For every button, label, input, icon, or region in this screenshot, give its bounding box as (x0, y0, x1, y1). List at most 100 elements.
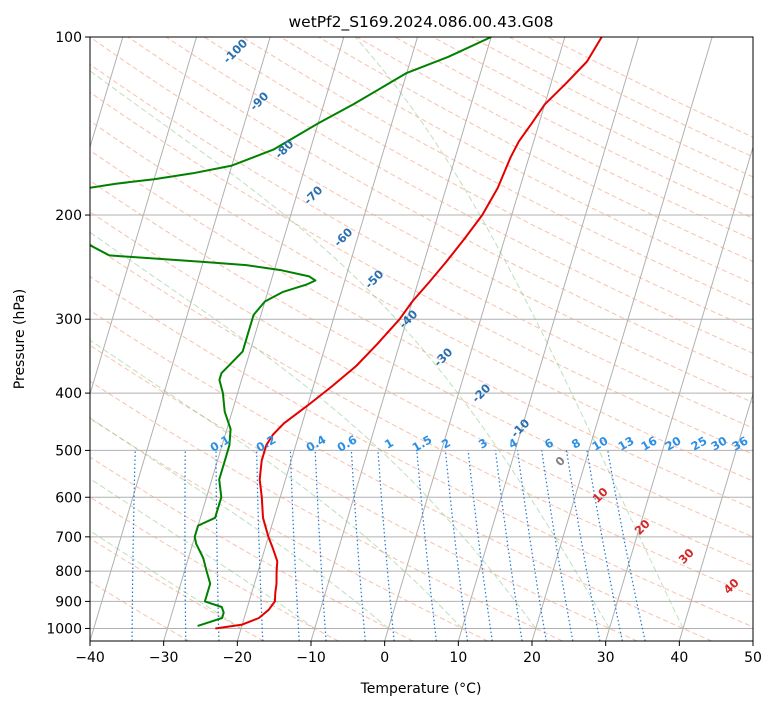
mixing-ratio-label: 25 (689, 433, 710, 453)
isotherm-line (678, 392, 753, 641)
mixing-ratio-line (607, 450, 646, 641)
mixing-ratio-label: 13 (616, 433, 637, 453)
mixing-ratio-line (416, 450, 437, 641)
mixing-ratio-label: 2 (439, 435, 453, 451)
mixing-ratio-label: 1 (382, 435, 396, 451)
mixing-ratio-line (314, 450, 327, 641)
isotherm-line (90, 37, 197, 396)
dry-adiabat-line (203, 37, 753, 331)
moist-adiabat-line (90, 417, 389, 629)
y-tick-label: 500 (55, 443, 82, 459)
dry-adiabat-line (90, 63, 753, 429)
dewpoint-profile-line (90, 37, 492, 627)
dry-adiabat-line (165, 37, 753, 354)
y-tick-label: 400 (55, 386, 82, 402)
mixing-ratio-label: 20 (663, 433, 684, 453)
mixing-ratio-label: 0.2 (254, 432, 279, 454)
dry-adiabat-line (90, 275, 753, 628)
mixing-ratio-line (541, 450, 574, 641)
isotherm-line (384, 37, 566, 641)
dry-adiabat-line (90, 91, 753, 455)
dry-adiabat-label: -50 (362, 267, 387, 292)
dry-adiabat-line (509, 37, 753, 158)
mixing-ratio-label: 8 (569, 435, 583, 451)
dry-adiabat-line (470, 37, 753, 178)
isotherm-line (605, 145, 753, 641)
x-axis-label: Temperature (°C) (360, 681, 482, 697)
x-tick-label: 10 (449, 650, 467, 666)
dry-adiabat-line (90, 120, 753, 482)
dry-adiabat-line (90, 149, 753, 510)
dry-adiabat-line (280, 37, 753, 285)
x-tick-label: −40 (75, 650, 105, 666)
y-tick-label: 800 (55, 564, 82, 580)
isotherm-line (236, 37, 418, 641)
mixing-ratio-line (517, 450, 547, 641)
y-tick-label: 300 (55, 312, 82, 328)
moist-adiabat-line (90, 70, 610, 629)
moist-adiabat-line (90, 478, 315, 629)
plot-frame (89, 36, 754, 642)
isotherm-line (752, 639, 753, 641)
y-tick-label: 900 (55, 594, 82, 610)
dry-adiabat-line (90, 243, 753, 597)
x-tick-label: −20 (223, 650, 253, 666)
mixing-ratio-label: 0.4 (304, 432, 329, 454)
mixing-ratio-line (131, 450, 136, 641)
dry-adiabat-label: -70 (301, 183, 326, 208)
y-tick-label: 1000 (46, 621, 82, 637)
chart-title: wetPf2_S169.2024.086.00.43.G08 (289, 13, 554, 32)
moist-adiabat-label: 0 (552, 453, 568, 469)
moist-adiabat-line (90, 530, 242, 629)
mixing-ratio-label: 0.6 (335, 432, 360, 454)
mixing-ratio-label: 6 (542, 435, 556, 451)
moist-adiabat-line (90, 339, 463, 629)
mixing-ratio-line (444, 450, 469, 641)
dry-adiabat-label: -40 (396, 307, 421, 332)
isotherm-line (531, 37, 713, 641)
dry-adiabat-line (90, 580, 190, 641)
moist-adiabat-label: 40 (721, 576, 742, 597)
dry-adiabat-label: -100 (220, 36, 250, 66)
dry-adiabat-line (127, 37, 753, 379)
x-tick-label: 40 (670, 650, 688, 666)
moist-adiabat-label: 30 (676, 546, 697, 567)
mixing-ratio-line (377, 450, 395, 641)
moist-adiabat-line (90, 231, 537, 629)
isotherm-line (163, 37, 345, 641)
dry-adiabat-line (90, 180, 753, 538)
dry-adiabat-line (356, 37, 753, 241)
dry-adiabat-line (90, 380, 563, 641)
mixing-ratio-label: 30 (709, 433, 730, 453)
x-tick-label: −10 (296, 650, 326, 666)
y-tick-label: 200 (55, 208, 82, 224)
dry-adiabat-line (90, 417, 488, 641)
dry-adiabat-line (90, 211, 753, 567)
mixing-ratio-line (494, 450, 523, 641)
mixing-ratio-label: 16 (639, 433, 660, 453)
dry-adiabat-label: -90 (247, 89, 272, 114)
mixing-ratio-line (350, 450, 366, 641)
y-axis-label: Pressure (hPa) (12, 289, 28, 389)
x-tick-label: 0 (380, 650, 389, 666)
mixing-ratio-line (184, 450, 187, 641)
y-tick-label: 100 (55, 30, 82, 46)
mixing-ratio-line (467, 450, 493, 641)
x-tick-label: 50 (744, 650, 762, 666)
mixing-ratio-line (586, 450, 623, 641)
dry-adiabat-line (90, 537, 264, 641)
mixing-ratio-label: 10 (590, 433, 611, 453)
y-tick-label: 600 (55, 490, 82, 506)
dry-adiabat-line (90, 344, 638, 641)
moist-adiabat-label: 20 (632, 517, 653, 538)
dry-adiabat-line (242, 37, 753, 307)
dry-adiabat-line (90, 456, 414, 641)
isotherm-line (457, 37, 639, 641)
moist-adiabat-line (354, 37, 684, 629)
isotherm-line (90, 37, 271, 641)
x-tick-label: −30 (149, 650, 179, 666)
dry-adiabat-line (90, 37, 753, 404)
dry-adiabat-label: -20 (469, 381, 494, 406)
